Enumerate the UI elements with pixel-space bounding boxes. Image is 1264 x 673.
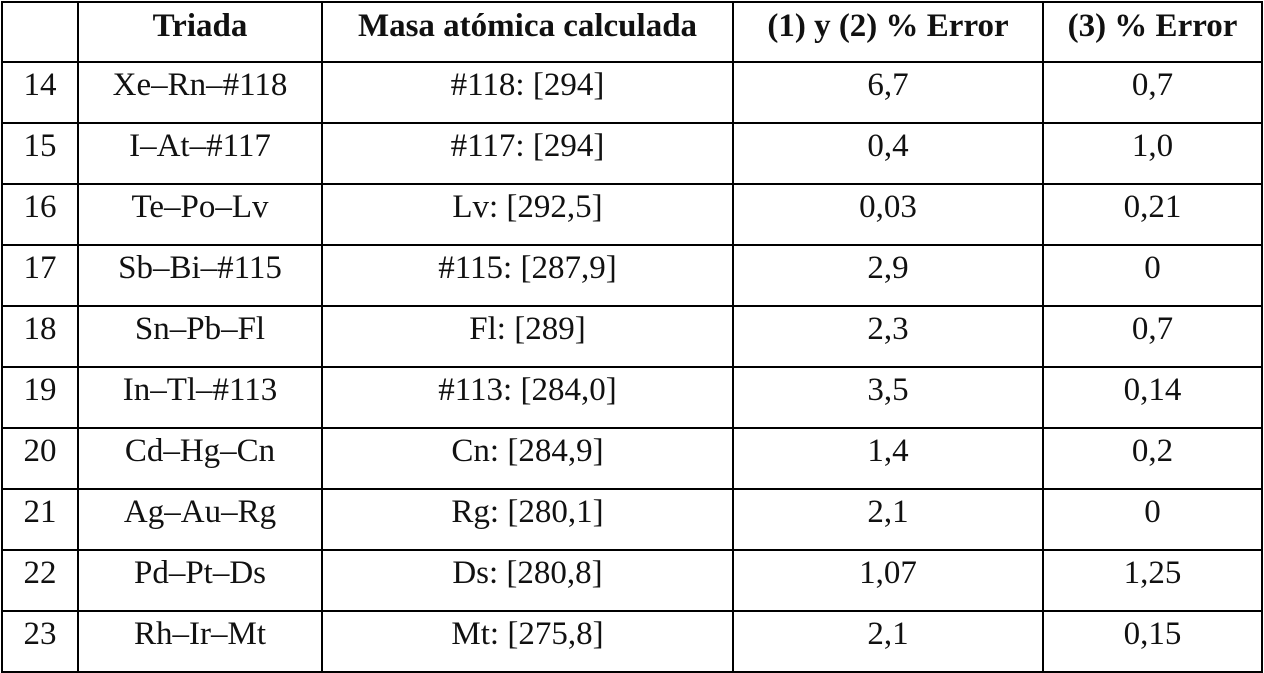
table-cell: Rh–Ir–Mt	[77, 610, 323, 673]
table-row: 15 I–At–#117 #117: [294] 0,4 1,0	[1, 122, 1263, 185]
table-cell: 1,07	[732, 549, 1044, 612]
table-cell: 18	[1, 305, 79, 368]
table-row: 19 In–Tl–#113 #113: [284,0] 3,5 0,14	[1, 366, 1263, 429]
table-cell: 1,4	[732, 427, 1044, 490]
header-cell: Triada	[77, 1, 323, 63]
table-cell: 21	[1, 488, 79, 551]
table-cell: Xe–Rn–#118	[77, 61, 323, 124]
table-cell: #115: [287,9]	[321, 244, 734, 307]
table-cell: Cd–Hg–Cn	[77, 427, 323, 490]
table-cell: 0,21	[1042, 183, 1263, 246]
table-cell: Te–Po–Lv	[77, 183, 323, 246]
table-cell: Ag–Au–Rg	[77, 488, 323, 551]
table-cell: 15	[1, 122, 79, 185]
table-cell: Ds: [280,8]	[321, 549, 734, 612]
header-cell: (1) y (2) % Error	[732, 1, 1044, 63]
table-cell: Sb–Bi–#115	[77, 244, 323, 307]
header-row: Triada Masa atómica calculada (1) y (2) % …	[1, 1, 1263, 63]
table-cell: 2,1	[732, 488, 1044, 551]
header-cell: (3) % Error	[1042, 1, 1263, 63]
table-cell: Rg: [280,1]	[321, 488, 734, 551]
table-cell: Mt: [275,8]	[321, 610, 734, 673]
table-cell: 1,25	[1042, 549, 1263, 612]
table-cell: Lv: [292,5]	[321, 183, 734, 246]
table-cell: Fl: [289]	[321, 305, 734, 368]
table-cell: #118: [294]	[321, 61, 734, 124]
table-cell: 0,4	[732, 122, 1044, 185]
table-cell: I–At–#117	[77, 122, 323, 185]
table-row: 14 Xe–Rn–#118 #118: [294] 6,7 0,7	[1, 61, 1263, 124]
table-cell: 23	[1, 610, 79, 673]
table-row: 18 Sn–Pb–Fl Fl: [289] 2,3 0,7	[1, 305, 1263, 368]
table-cell: #117: [294]	[321, 122, 734, 185]
table-cell: Sn–Pb–Fl	[77, 305, 323, 368]
table-cell: 14	[1, 61, 79, 124]
table-cell: 16	[1, 183, 79, 246]
table-cell: 22	[1, 549, 79, 612]
table-row: 21 Ag–Au–Rg Rg: [280,1] 2,1 0	[1, 488, 1263, 551]
table-cell: 0,03	[732, 183, 1044, 246]
table-cell: In–Tl–#113	[77, 366, 323, 429]
table-cell: Pd–Pt–Ds	[77, 549, 323, 612]
table-body: 14 Xe–Rn–#118 #118: [294] 6,7 0,7 15 I–At–#117…	[1, 61, 1263, 673]
header-cell: Masa atómica calculada	[321, 1, 734, 63]
table-row: 23 Rh–Ir–Mt Mt: [275,8] 2,1 0,15	[1, 610, 1263, 673]
table-cell: 3,5	[732, 366, 1044, 429]
table-cell: 1,0	[1042, 122, 1263, 185]
table-cell: 6,7	[732, 61, 1044, 124]
table-cell: 0,14	[1042, 366, 1263, 429]
table-cell: 0	[1042, 244, 1263, 307]
table-cell: Cn: [284,9]	[321, 427, 734, 490]
table-row: 22 Pd–Pt–Ds Ds: [280,8] 1,07 1,25	[1, 549, 1263, 612]
table-cell: 17	[1, 244, 79, 307]
table-cell: 0,15	[1042, 610, 1263, 673]
table-row: 20 Cd–Hg–Cn Cn: [284,9] 1,4 0,2	[1, 427, 1263, 490]
table-cell: 2,3	[732, 305, 1044, 368]
table-cell: 2,1	[732, 610, 1044, 673]
table-cell: 0	[1042, 488, 1263, 551]
table-cell: 0,7	[1042, 305, 1263, 368]
table-cell: 0,2	[1042, 427, 1263, 490]
table-cell: 19	[1, 366, 79, 429]
table-cell: #113: [284,0]	[321, 366, 734, 429]
table-cell: 20	[1, 427, 79, 490]
table-row: 16 Te–Po–Lv Lv: [292,5] 0,03 0,21	[1, 183, 1263, 246]
table-cell: 2,9	[732, 244, 1044, 307]
header-cell	[1, 1, 79, 63]
table-row: 17 Sb–Bi–#115 #115: [287,9] 2,9 0	[1, 244, 1263, 307]
table-cell: 0,7	[1042, 61, 1263, 124]
